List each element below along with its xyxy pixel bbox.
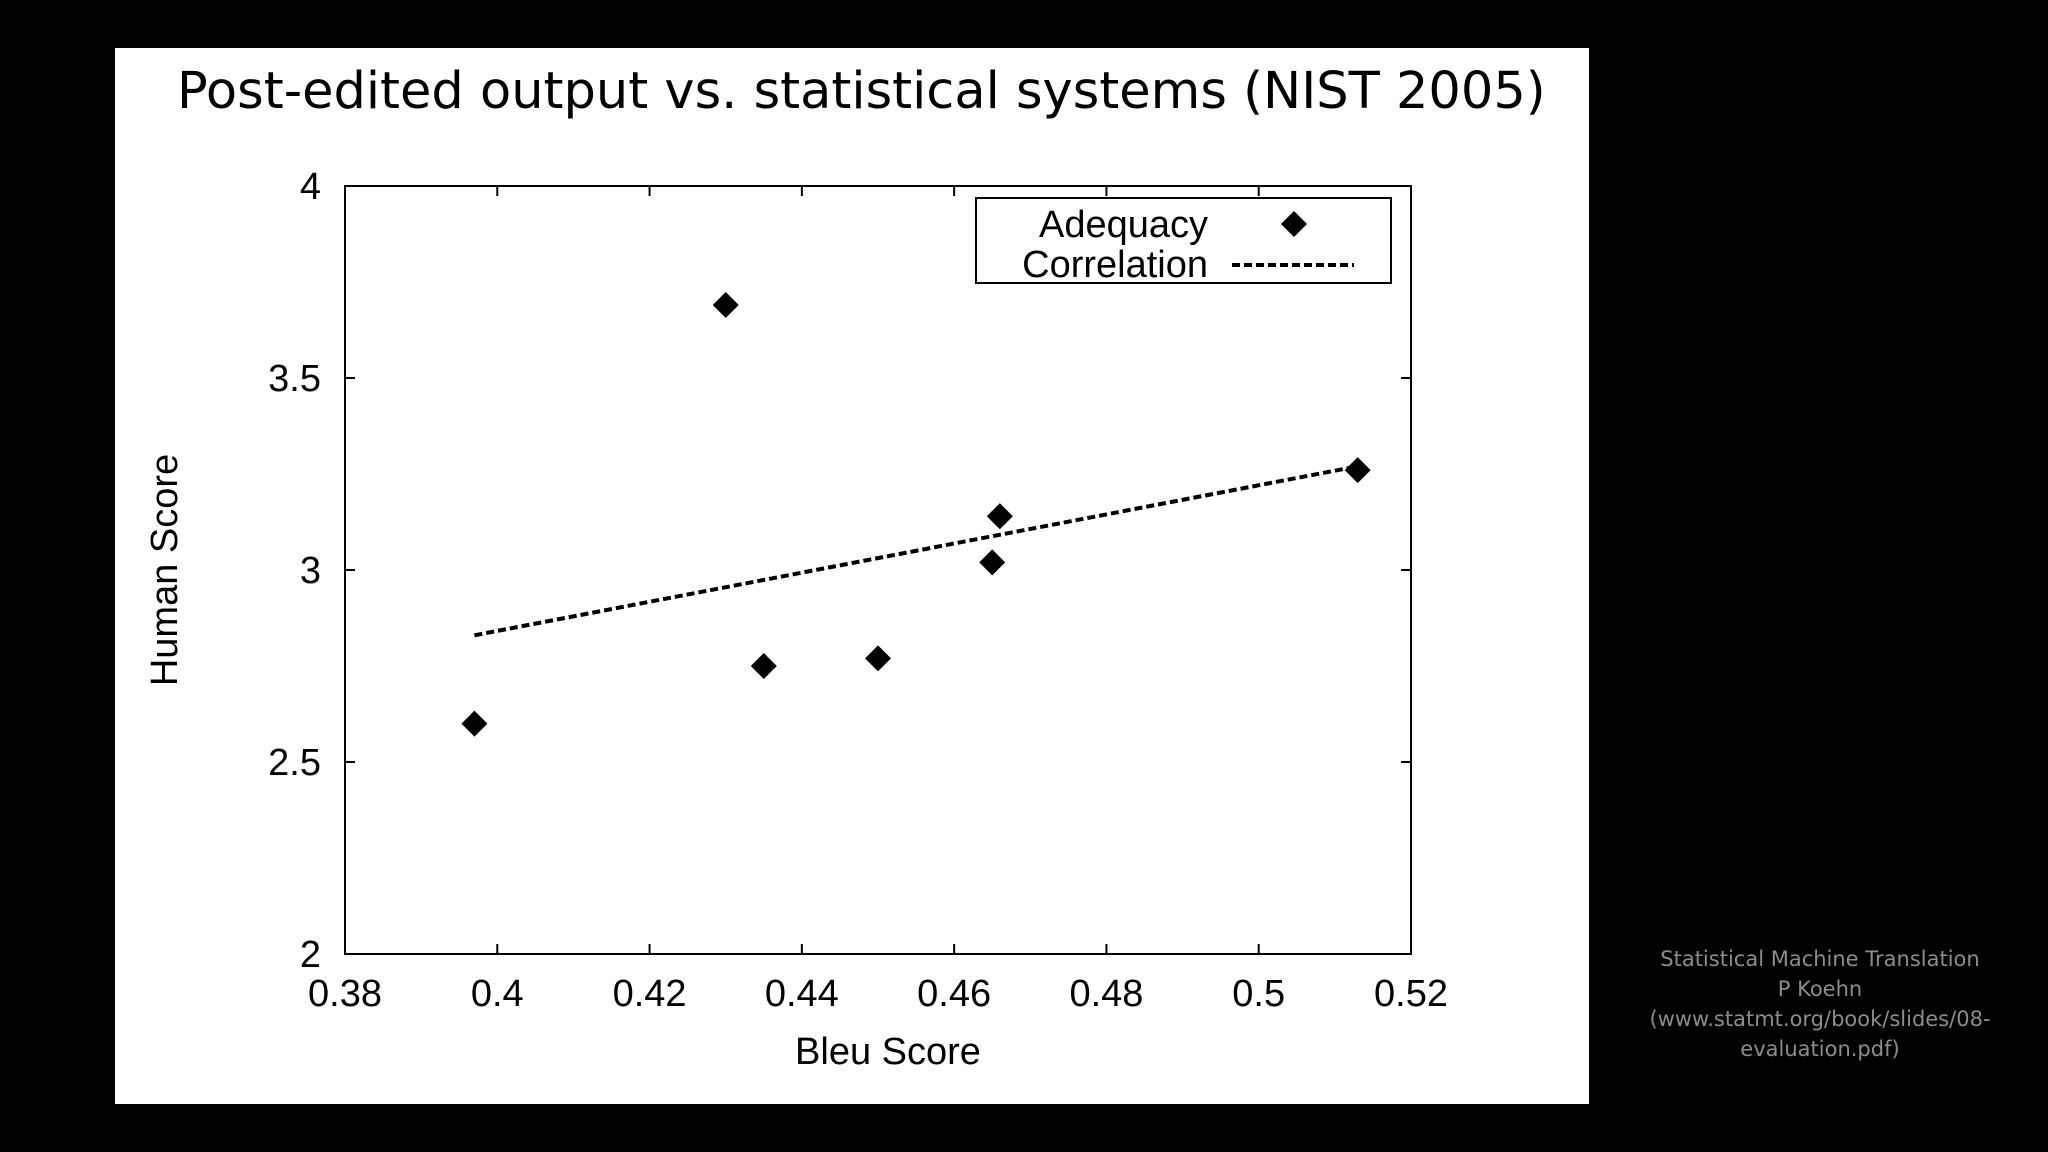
axes-layer: [344, 185, 1412, 955]
data-point: [1344, 457, 1371, 484]
y-tick-label: 3: [300, 550, 321, 592]
x-tick-label: 0.46: [917, 973, 991, 1015]
data-point: [865, 645, 891, 672]
y-tick-label: 4: [300, 166, 321, 208]
data-point: [750, 653, 777, 679]
credit-line: Statistical Machine Translation: [1660, 947, 1980, 971]
x-tick-label: 0.4: [471, 973, 524, 1015]
slide-panel: Post-edited output vs. statistical syste…: [115, 48, 1589, 1104]
y-tick-label: 2: [300, 934, 321, 976]
y-tick-label: 2.5: [268, 742, 321, 784]
x-tick-label: 0.38: [308, 973, 382, 1015]
points-layer: [461, 292, 1371, 737]
x-tick-label: 0.48: [1069, 973, 1143, 1015]
data-point: [712, 292, 739, 319]
legend-label: Adequacy: [1039, 204, 1208, 246]
data-point: [461, 710, 488, 737]
source-credit: Statistical Machine Translation P Koehn …: [1600, 944, 2040, 1064]
x-tick-label: 0.52: [1374, 973, 1448, 1015]
credit-line: P Koehn: [1777, 977, 1863, 1001]
x-tick-label: 0.5: [1232, 973, 1285, 1015]
x-axis-label: Bleu Score: [795, 1031, 981, 1073]
correlation-line: [474, 464, 1359, 638]
x-tick-label: 0.44: [765, 973, 839, 1015]
correlation-layer: [474, 464, 1359, 638]
ticks-layer: 0.38 0.4 0.42 0.44 0.46 0.48 0.5 0.52 2 2.5 3 3.5 4: [268, 166, 1448, 1015]
legend-label: Correlation: [1022, 244, 1208, 286]
plot-frame: [344, 185, 1412, 955]
legend-diamond-swatch: [1281, 211, 1307, 237]
credit-line: evaluation.pdf): [1740, 1037, 1900, 1061]
slide-title: Post-edited output vs. statistical syste…: [177, 62, 1546, 121]
y-axis-label: Human Score: [144, 454, 186, 686]
data-point: [979, 549, 1006, 576]
data-point: [986, 503, 1013, 530]
scatter-chart: 0.38 0.4 0.42 0.44 0.46 0.48 0.5 0.5222.533.54 …: [144, 166, 1448, 1073]
legend-box: [975, 197, 1392, 284]
y-tick-label: 3.5: [268, 358, 321, 400]
credit-line: (www.statmt.org/book/slides/08-: [1649, 1007, 1991, 1031]
axis-labels: Bleu Score Human Score: [144, 454, 981, 1073]
x-tick-label: 0.42: [613, 973, 687, 1015]
